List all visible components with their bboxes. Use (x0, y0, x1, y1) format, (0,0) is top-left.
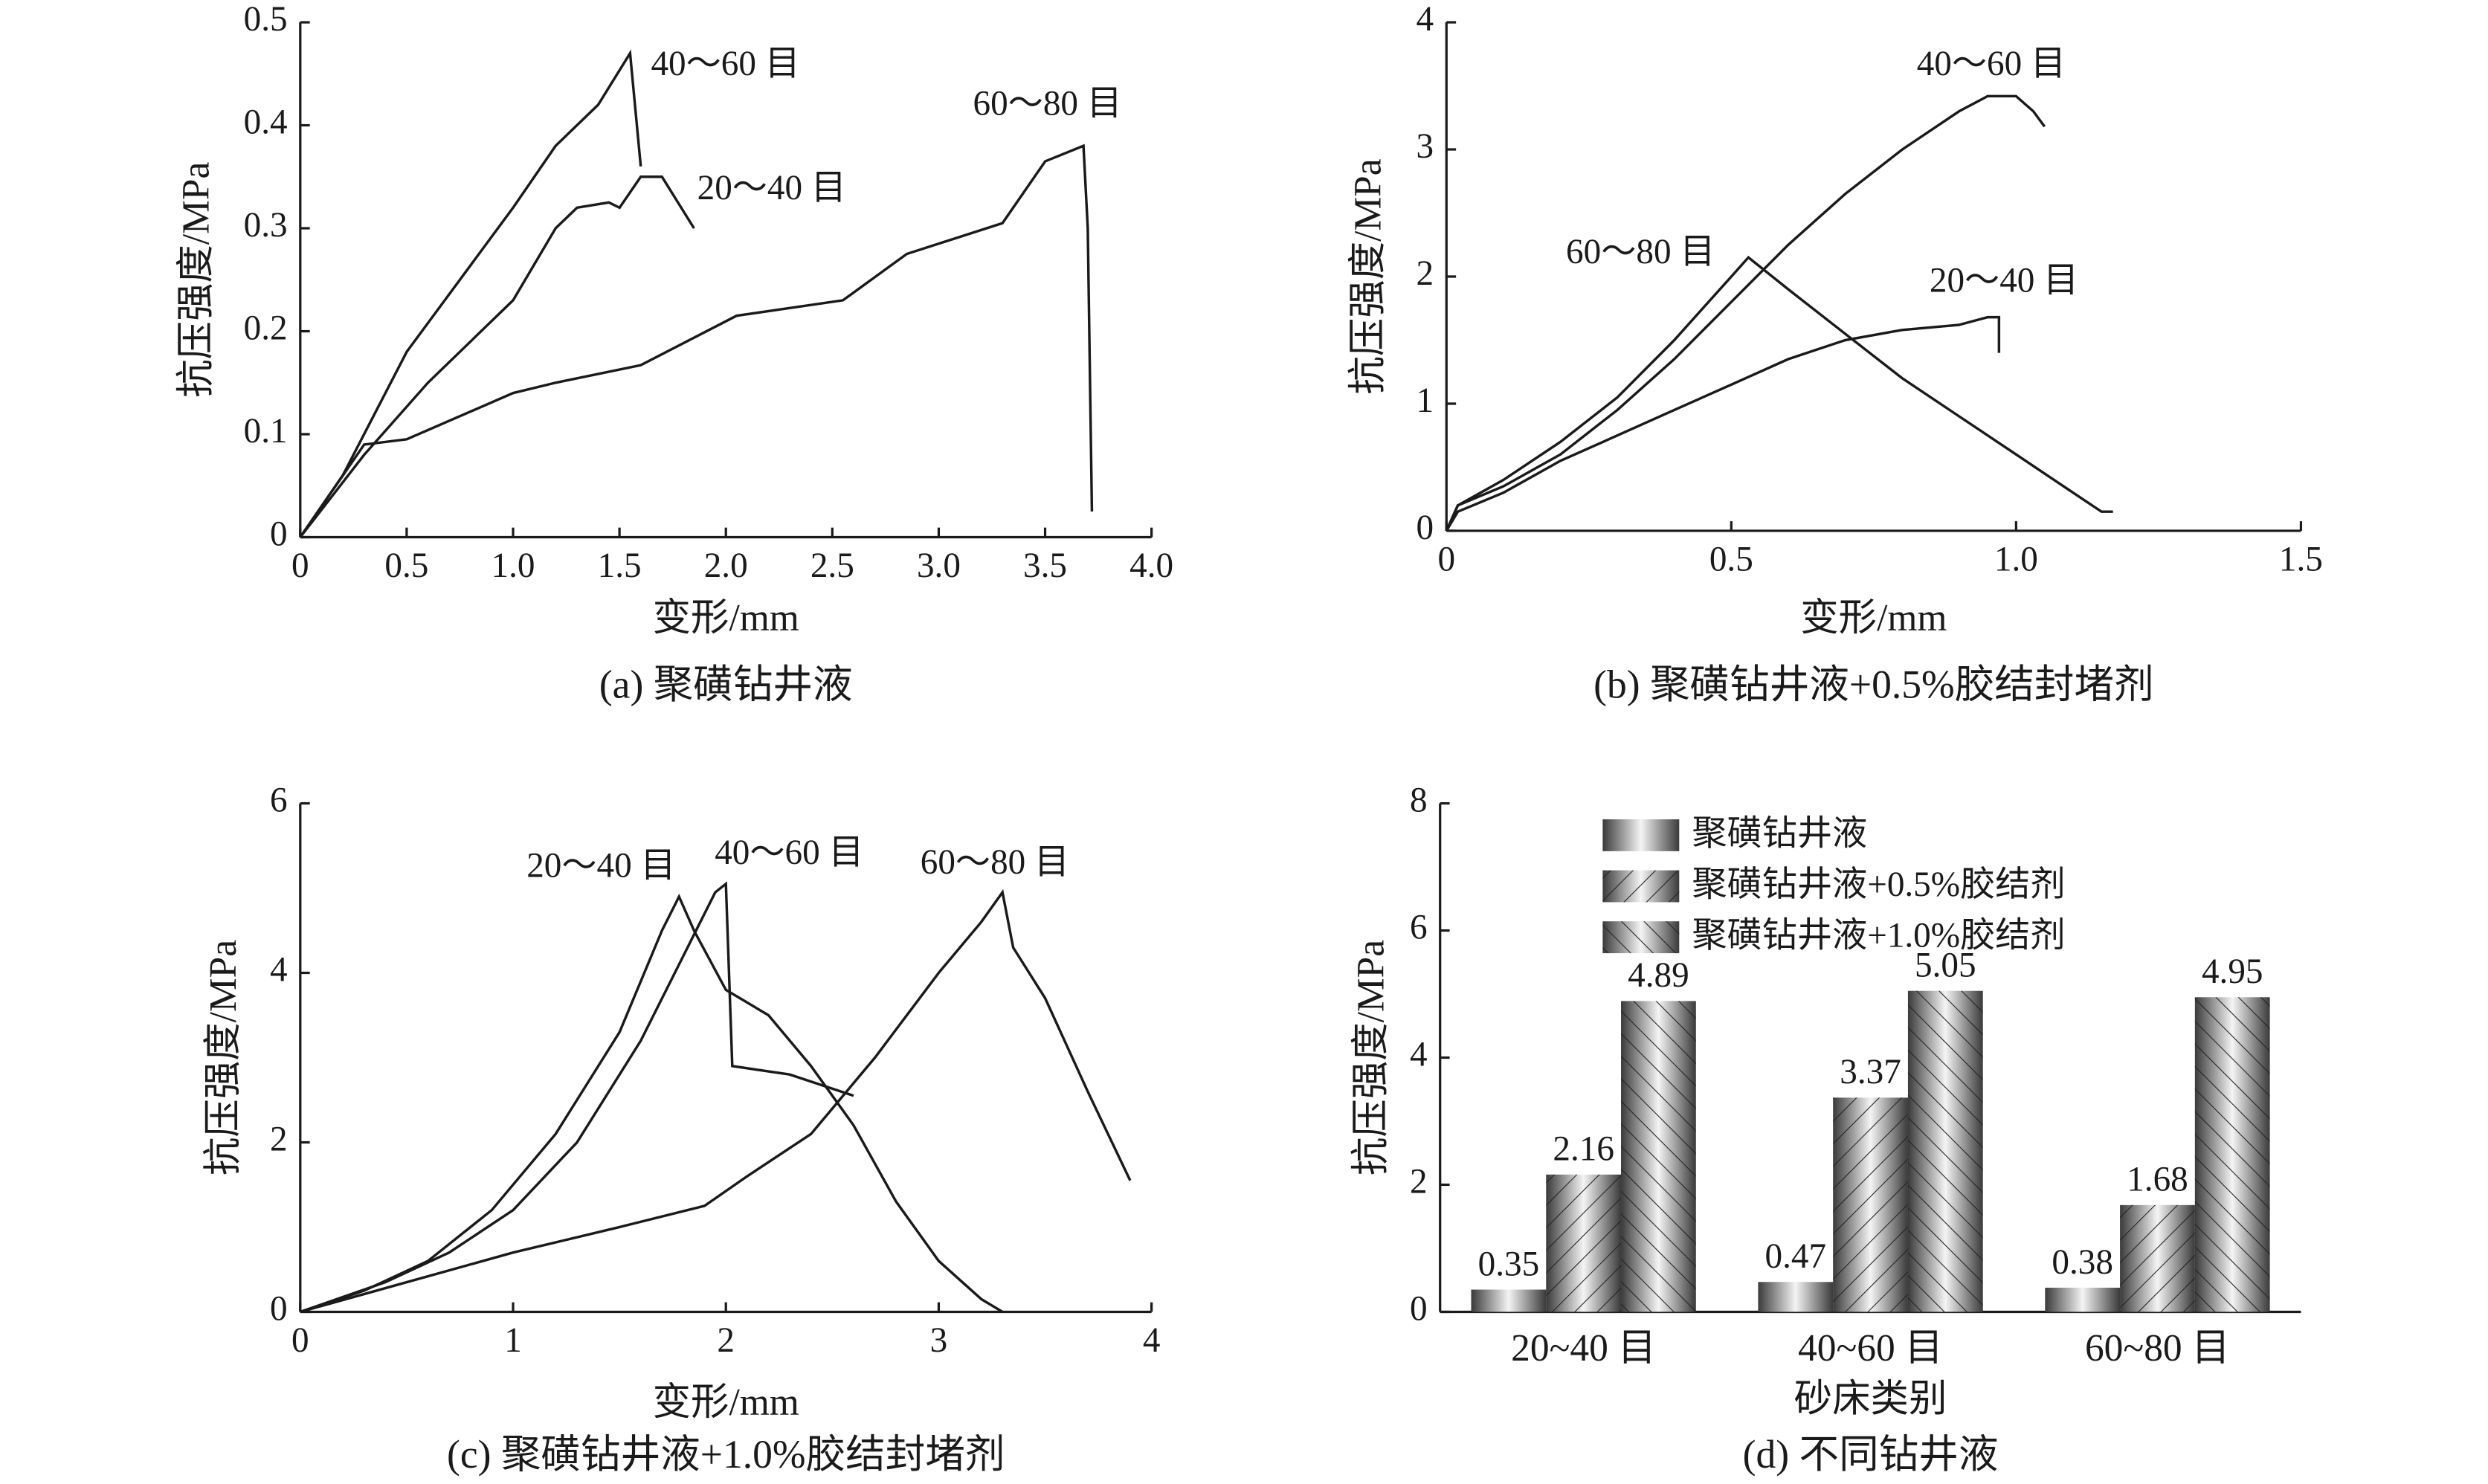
x-tick-label: 4 (1143, 1321, 1161, 1360)
line (1445, 315, 2001, 532)
caption: (a) 聚磺钻井液 (599, 662, 853, 706)
x-tick-label: 2.0 (704, 546, 748, 585)
x-tick-label: 0 (291, 546, 309, 585)
value-label: 3.37 (1840, 1053, 1901, 1091)
y-tick-label: 0.5 (244, 0, 288, 39)
value-label: 2.16 (1553, 1130, 1614, 1169)
line (1445, 94, 2046, 532)
x-tick-label: 1.5 (2279, 541, 2323, 579)
legend-swatch (1602, 819, 1680, 851)
line (300, 888, 1132, 1314)
legend-label: 聚磺钻井液+0.5%胶结剂 (1692, 865, 2065, 904)
line-label: 60～80 目 (921, 843, 1069, 882)
x-tick-label: 3 (930, 1321, 948, 1360)
x-tick-label: 4.0 (1129, 546, 1173, 585)
line-label: 20～40 目 (1930, 261, 2078, 300)
x-tick-label: 1.0 (1994, 541, 2038, 579)
bar-hatch (1621, 1001, 1696, 1312)
bar (1758, 1282, 1834, 1312)
line (1445, 255, 2113, 532)
bar-hatch (1907, 990, 1983, 1312)
y-tick-label: 2 (1410, 1162, 1428, 1201)
value-label: 0.47 (1765, 1237, 1827, 1276)
legend-swatch-hatch (1602, 921, 1680, 954)
bar-hatch (2120, 1204, 2195, 1312)
y-tick-label: 1 (1417, 381, 1434, 420)
x-tick-label: 1.5 (598, 546, 642, 585)
value-label: 1.68 (2127, 1161, 2188, 1199)
x-tick-label: 3.5 (1023, 546, 1067, 585)
y-tick-label: 2 (270, 1120, 288, 1158)
x-axis-label: 变形/mm (1800, 597, 1947, 639)
y-tick-label: 0 (1410, 1289, 1428, 1328)
y-axis-label: 抗压强度/MPa (1347, 158, 1389, 394)
bar-hatch (1833, 1097, 1908, 1312)
y-tick-label: 6 (270, 781, 288, 819)
line-label: 20～40 目 (697, 169, 846, 207)
line (299, 143, 1094, 538)
value-label: 4.89 (1628, 956, 1689, 995)
line-label: 60～80 目 (1566, 233, 1715, 271)
y-axis-label: 抗压强度/MPa (175, 161, 218, 397)
legend-label: 聚磺钻井液+1.0%胶结剂 (1692, 917, 2065, 955)
y-tick-label: 0.1 (244, 412, 288, 451)
y-tick-label: 8 (1410, 781, 1428, 819)
y-tick-label: 0.2 (244, 309, 288, 347)
y-tick-label: 0 (270, 514, 288, 553)
caption: (b) 聚磺钻井液+0.5%胶结封堵剂 (1593, 662, 2153, 706)
legend-swatch-hatch (1602, 870, 1680, 903)
line-label: 60～80 目 (973, 84, 1122, 123)
line (299, 49, 642, 538)
y-axis-label: 抗压强度/MPa (202, 940, 245, 1175)
line (299, 175, 695, 538)
x-tick-label: 3.0 (917, 546, 961, 585)
value-label: 5.05 (1915, 946, 1976, 985)
x-axis-label: 砂床类别 (1794, 1378, 1947, 1420)
x-tick-label: 0 (291, 1321, 309, 1360)
legend-label: 聚磺钻井液 (1692, 814, 1867, 853)
x-tick-label: 0.5 (1709, 541, 1753, 579)
x-tick-label: 20~40 目 (1511, 1327, 1656, 1370)
y-tick-label: 4 (1417, 0, 1434, 39)
y-tick-label: 0 (1417, 509, 1434, 547)
line (300, 881, 854, 1314)
y-axis-label: 抗压强度/MPa (1350, 940, 1393, 1175)
x-axis-label: 变形/mm (653, 597, 799, 639)
line-label: 40～60 目 (715, 833, 863, 872)
line-label: 40～60 目 (1917, 45, 2066, 83)
x-tick-label: 60~80 目 (2085, 1327, 2230, 1370)
y-tick-label: 3 (1417, 127, 1434, 166)
x-tick-label: 0 (1437, 541, 1455, 579)
x-tick-label: 2 (717, 1321, 735, 1360)
x-tick-label: 2.5 (810, 546, 854, 585)
caption: (d) 不同钻井液 (1743, 1432, 1999, 1477)
line (300, 893, 1004, 1314)
x-tick-label: 1.0 (492, 546, 535, 585)
value-label: 4.95 (2202, 952, 2263, 991)
x-tick-label: 0.5 (384, 546, 428, 585)
y-tick-label: 2 (1417, 254, 1434, 293)
bar-hatch (2194, 997, 2270, 1312)
value-label: 0.35 (1478, 1245, 1540, 1283)
y-tick-label: 0.3 (244, 206, 288, 245)
y-tick-label: 4 (270, 950, 288, 989)
bar (2045, 1287, 2121, 1312)
line-label: 20～40 目 (526, 846, 675, 885)
y-tick-label: 0.4 (244, 103, 288, 141)
x-tick-label: 1 (504, 1321, 522, 1360)
line-label: 40～60 目 (651, 45, 799, 83)
bar-hatch (1546, 1174, 1622, 1312)
bar (1471, 1289, 1547, 1312)
value-label: 0.38 (2052, 1243, 2113, 1282)
y-tick-label: 6 (1410, 908, 1428, 946)
y-tick-label: 4 (1410, 1035, 1428, 1074)
x-tick-label: 40~60 目 (1798, 1327, 1943, 1370)
x-axis-label: 变形/mm (653, 1381, 799, 1424)
y-tick-label: 0 (270, 1289, 288, 1328)
caption: (c) 聚磺钻井液+1.0%胶结封堵剂 (447, 1432, 1005, 1477)
